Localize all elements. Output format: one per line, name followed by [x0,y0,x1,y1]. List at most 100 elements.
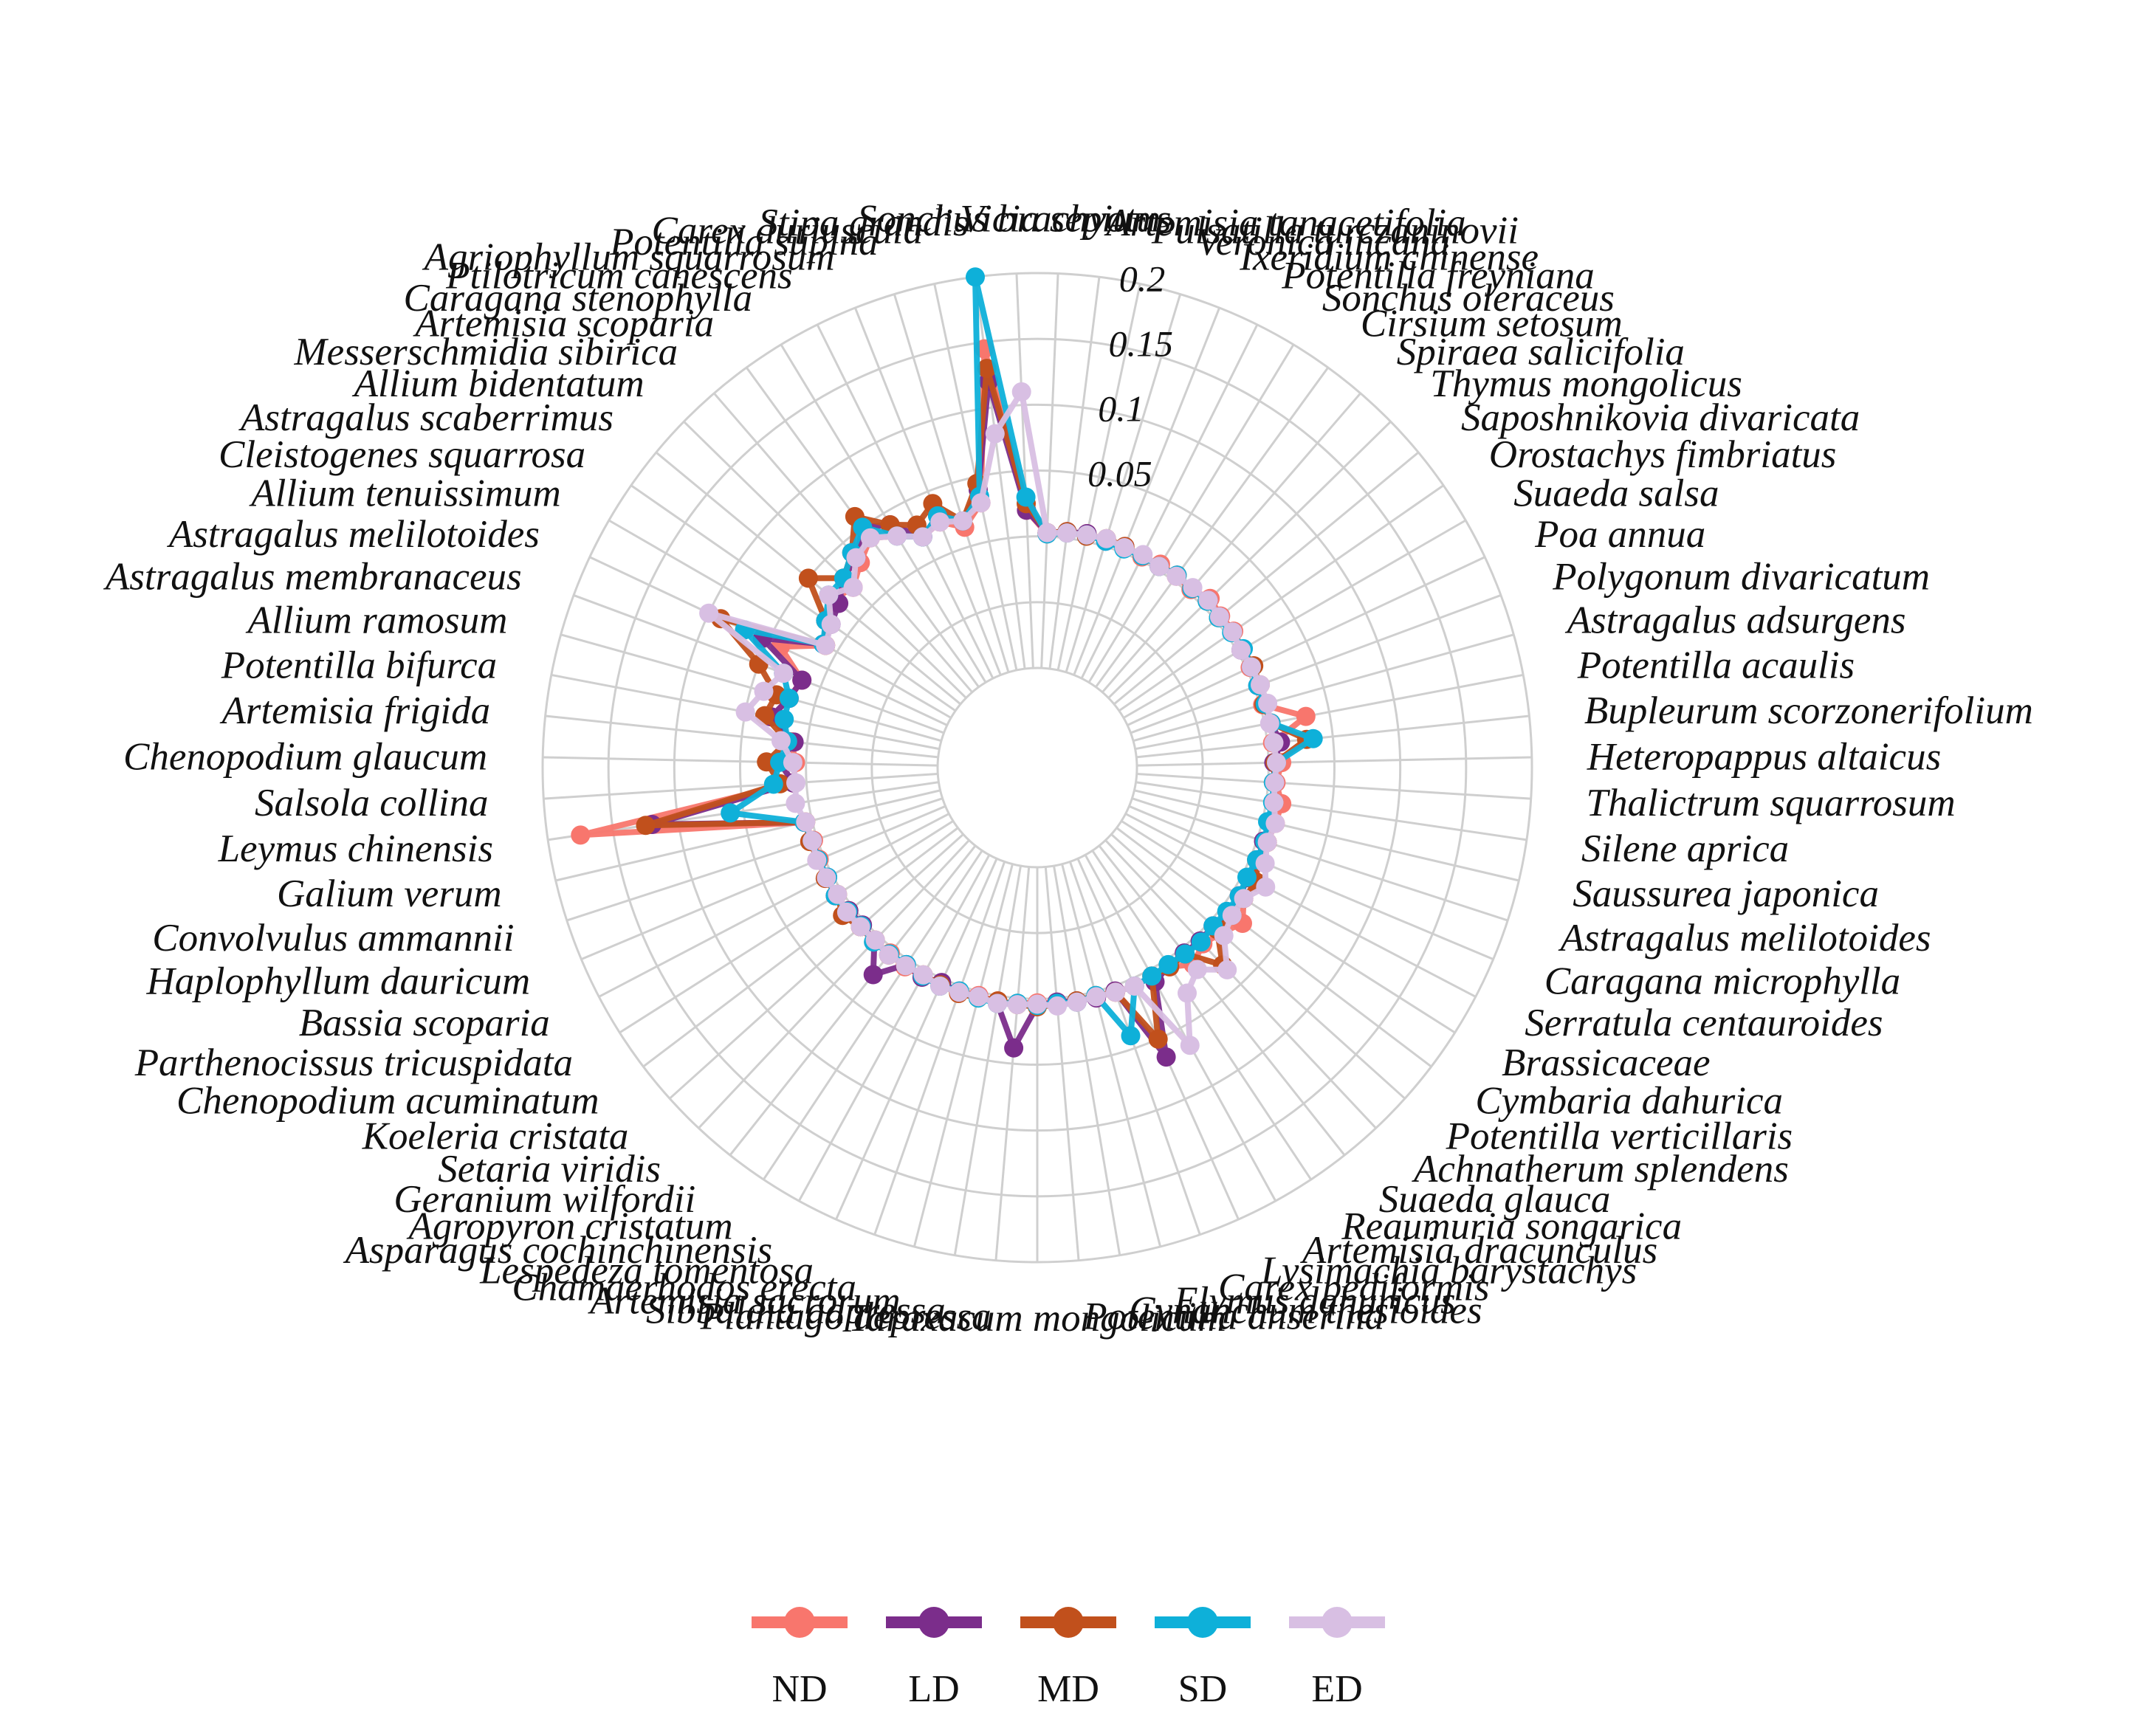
data-point-ED [860,528,880,548]
category-label: Achnatherum splendens [1412,1148,1789,1191]
data-point-MD [977,359,997,379]
category-label: Ptilotricum canescens [445,255,793,297]
category-label: Vicia sepium [960,198,1161,241]
category-label: Caragana stenophylla [404,277,753,320]
grid-spoke [713,392,973,693]
data-point-ED [828,884,848,904]
data-point-ED [1077,525,1096,545]
data-point-ED [796,812,816,832]
data-point-ED [1086,987,1106,1007]
data-point-SD [721,803,740,823]
category-label: Saposhnikovia divaricata [1461,396,1860,439]
grid-spoke [1133,633,1514,743]
data-point-SD [774,709,794,729]
category-label: Carex duriuscula [652,209,924,252]
category-label: Pulsatilla turczaninovii [1151,209,1519,252]
category-label: Sonchus oleraceus [1322,277,1615,320]
data-point-ED [1187,960,1207,979]
grid-spoke [630,484,957,712]
grid-spoke [1098,844,1346,1157]
data-point-ED [1067,992,1087,1012]
data-point-ED [1223,622,1243,642]
radar-series [571,267,1323,1067]
data-point-SD [1121,1026,1141,1046]
data-point-ED [1267,753,1286,773]
grid-spoke [608,519,952,719]
data-point-ED [699,603,719,623]
legend-swatch-dot-ND [784,1607,815,1638]
data-point-ED [1258,693,1278,713]
category-label: Artemisia scoparia [413,302,714,345]
category-label: Carex pediformis [1218,1267,1490,1309]
data-point-SD [966,267,985,287]
data-point-ED [803,831,822,850]
grid-spoke [1084,854,1277,1202]
category-label: Allium tenuissimum [249,472,561,515]
legend-swatch-dot-SD [1187,1607,1218,1638]
category-label: Allium bidentatum [352,362,645,405]
data-point-ED [949,982,969,1002]
category-label: Astragalus scaberrimus [238,396,614,439]
category-label: Lespedeza tomentosa [479,1250,814,1292]
category-label: Leymus chinensis [218,827,493,870]
data-point-ED [1234,889,1254,909]
legend-swatch-dot-MD [1053,1607,1084,1638]
data-point-ED [850,917,870,937]
grid-spoke [893,294,1010,673]
grid-spoke [780,344,987,683]
data-point-ED [807,850,827,870]
data-point-ED [879,945,898,965]
grid-spoke [698,839,970,1129]
data-point-ED [1166,566,1186,586]
data-point-ED [816,636,836,655]
category-label: Geranium wilfordii [394,1178,695,1221]
data-point-ED [846,548,866,568]
data-point-ED [988,993,1007,1013]
grid-ring [936,666,1138,869]
category-label: Artemisia dracunculus [1300,1229,1657,1272]
data-point-ED [1183,578,1203,598]
data-point-ED [1124,976,1144,996]
grid-spoke [1131,797,1508,922]
grid-spoke [1053,865,1121,1256]
grid-spoke [545,714,938,759]
grid-spoke [555,789,941,882]
data-point-ED [1096,528,1116,548]
data-point-ED [1257,833,1277,852]
grid-spoke [816,324,994,679]
grid-spoke [1136,772,1531,800]
grid-spoke [669,833,964,1100]
grid-spoke [994,867,1031,1261]
data-point-ED [774,664,794,683]
legend-label-MD: MD [1037,1668,1099,1710]
grid-spoke [1134,789,1519,882]
data-point-ED [971,493,991,513]
data-point-ED [1265,773,1285,793]
grid-spoke [1087,344,1295,683]
grid-spoke [560,633,942,743]
grid-spoke [619,820,954,1034]
grid-spoke [1095,367,1330,688]
legend-swatch-dot-ED [1322,1607,1353,1638]
radar-grid [541,272,1533,1264]
grid-spoke [1113,451,1420,706]
data-point-ED [821,614,841,634]
data-point-ED [1242,657,1261,677]
category-label: Elymus dahuricus [1173,1280,1455,1323]
grid-spoke [762,850,983,1180]
category-label: Thalictrum squarrosum [1587,782,1956,824]
grid-spoke [1044,867,1080,1261]
category-label: Suaeda glauca [1379,1178,1611,1221]
category-label: Artemisia tanacetifolia [1104,202,1465,244]
data-point-ED [1180,1036,1200,1055]
data-point-ED [1133,545,1153,565]
category-label: Potentilla bifurca [221,644,497,686]
grid-spoke [853,307,1002,676]
category-label: Ixeridium chinense [1239,235,1539,278]
category-label: Parthenocissus tricuspidata [134,1041,573,1084]
data-point-ED [887,526,907,546]
legend-label-LD: LD [908,1668,959,1710]
category-label: Agropyron cristatum [406,1205,732,1248]
grid-spoke [1118,484,1445,712]
